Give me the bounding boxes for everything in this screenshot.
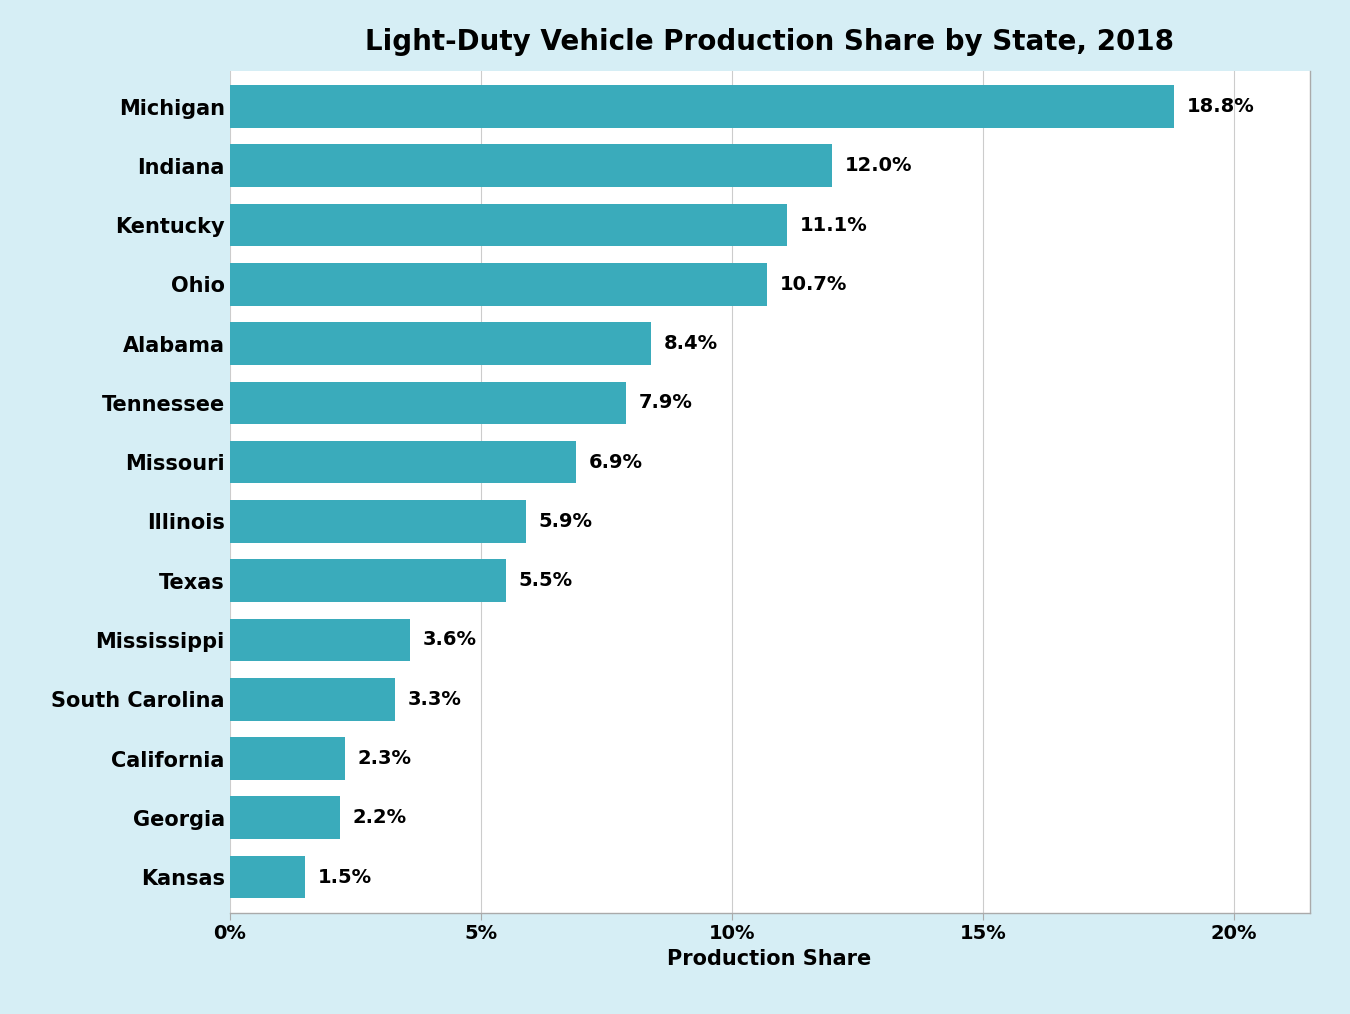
Title: Light-Duty Vehicle Production Share by State, 2018: Light-Duty Vehicle Production Share by S… (364, 28, 1174, 56)
Text: 3.6%: 3.6% (423, 631, 477, 649)
Bar (230, 322, 652, 365)
Text: 18.8%: 18.8% (1187, 97, 1254, 116)
Bar (230, 619, 410, 661)
Bar (230, 204, 787, 246)
Bar (230, 796, 340, 840)
Bar (230, 441, 576, 484)
Bar (230, 381, 626, 424)
Bar (230, 856, 305, 898)
Bar (230, 144, 833, 188)
Bar (230, 737, 346, 780)
Text: 10.7%: 10.7% (779, 275, 846, 294)
Text: 3.3%: 3.3% (408, 690, 462, 709)
Text: 11.1%: 11.1% (799, 216, 868, 234)
Bar (230, 85, 1174, 128)
Text: 2.2%: 2.2% (352, 808, 406, 827)
X-axis label: Production Share: Production Share (667, 949, 872, 969)
Text: 5.9%: 5.9% (539, 512, 593, 531)
Bar (230, 263, 767, 305)
Text: 8.4%: 8.4% (664, 335, 718, 353)
Text: 2.3%: 2.3% (358, 749, 412, 768)
Bar (230, 560, 506, 602)
Bar (230, 678, 396, 721)
Text: 6.9%: 6.9% (589, 452, 643, 472)
Text: 5.5%: 5.5% (518, 571, 572, 590)
Text: 1.5%: 1.5% (317, 868, 371, 886)
Text: 7.9%: 7.9% (639, 393, 693, 413)
Bar (230, 500, 526, 542)
Text: 12.0%: 12.0% (845, 156, 913, 175)
